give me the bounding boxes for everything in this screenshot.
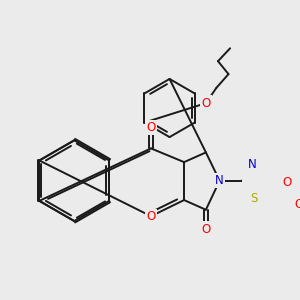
Text: O: O — [201, 223, 211, 236]
Text: N: N — [215, 174, 224, 187]
Text: O: O — [146, 121, 156, 134]
Text: N: N — [248, 158, 257, 171]
Text: O: O — [294, 198, 300, 212]
Text: O: O — [201, 97, 211, 110]
Text: S: S — [250, 192, 257, 205]
Text: O: O — [282, 176, 291, 189]
Text: O: O — [146, 210, 156, 223]
